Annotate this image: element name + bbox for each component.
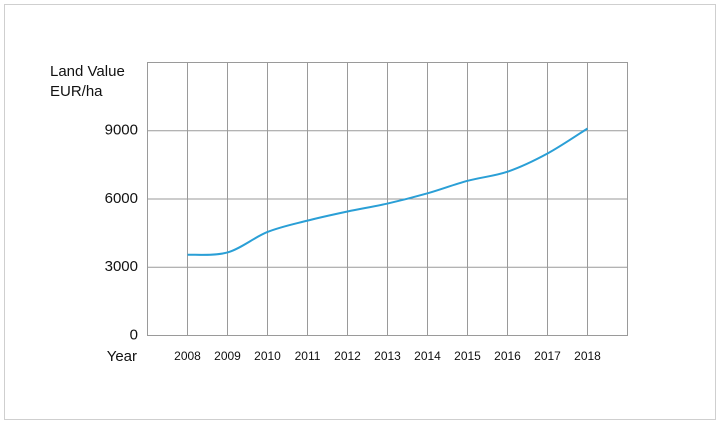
y-tick-label: 9000 <box>105 122 138 139</box>
line <box>187 127 589 256</box>
x-tick-label: 2012 <box>334 349 361 363</box>
x-tick-label: 2014 <box>414 349 441 363</box>
x-tick-label: 2008 <box>174 349 201 363</box>
x-tick-label: 2009 <box>214 349 241 363</box>
y-tick-label: 6000 <box>105 190 138 207</box>
x-tick-label: 2010 <box>254 349 281 363</box>
y-tick-label: 3000 <box>105 258 138 275</box>
x-axis-label: Year <box>107 348 137 365</box>
y-axis-label: EUR/ha <box>50 83 103 100</box>
x-tick-label: 2011 <box>295 349 321 363</box>
x-tick-label: 2013 <box>374 349 401 363</box>
x-tick-label: 2015 <box>454 349 481 363</box>
x-tick-label: 2016 <box>494 349 521 363</box>
x-tick-label: 2018 <box>574 349 601 363</box>
y-tick-label: 0 <box>130 326 138 343</box>
frame <box>4 4 716 420</box>
x-tick-label: 2017 <box>534 349 561 363</box>
y-axis-label: Land Value <box>50 63 125 80</box>
